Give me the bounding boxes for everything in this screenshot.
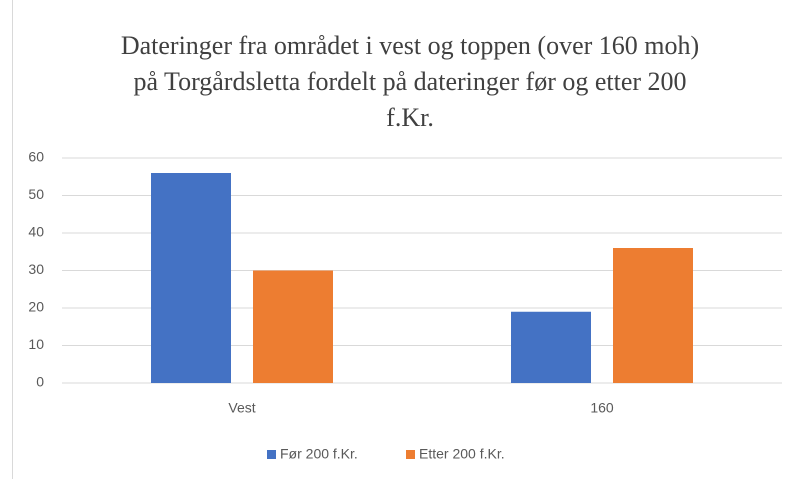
y-tick-label: 0 — [36, 374, 44, 390]
legend-label: Etter 200 f.Kr. — [419, 446, 505, 462]
legend-swatch — [406, 450, 415, 459]
legend-swatch — [267, 450, 276, 459]
legend-label: Før 200 f.Kr. — [280, 446, 358, 462]
y-tick-label: 30 — [28, 261, 44, 277]
chart-border — [12, 0, 13, 479]
bar — [253, 270, 333, 383]
y-tick-label: 60 — [28, 149, 44, 165]
chart-title: Dateringer fra området i vest og toppen … — [120, 31, 700, 132]
bar — [151, 173, 231, 383]
y-tick-label: 40 — [28, 224, 44, 240]
y-tick-label: 50 — [28, 186, 44, 202]
y-tick-label: 20 — [28, 299, 44, 315]
x-tick-label: Vest — [228, 400, 255, 416]
x-tick-label: 160 — [590, 400, 614, 416]
bar — [511, 311, 591, 383]
bar — [613, 248, 693, 383]
y-tick-label: 10 — [28, 336, 44, 352]
